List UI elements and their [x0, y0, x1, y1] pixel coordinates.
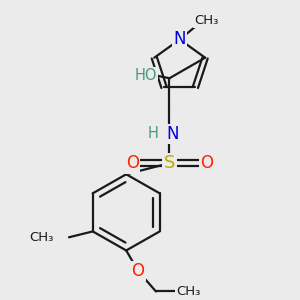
Text: O: O [126, 154, 139, 172]
Text: N: N [166, 125, 179, 143]
Text: CH₃: CH₃ [176, 285, 201, 298]
Text: N: N [173, 31, 186, 49]
Text: CH₃: CH₃ [194, 14, 219, 27]
Text: O: O [200, 154, 213, 172]
Text: O: O [132, 262, 145, 280]
Text: CH₃: CH₃ [30, 231, 54, 244]
Text: HO: HO [134, 68, 157, 83]
Text: S: S [164, 154, 175, 172]
Text: H: H [148, 126, 159, 141]
